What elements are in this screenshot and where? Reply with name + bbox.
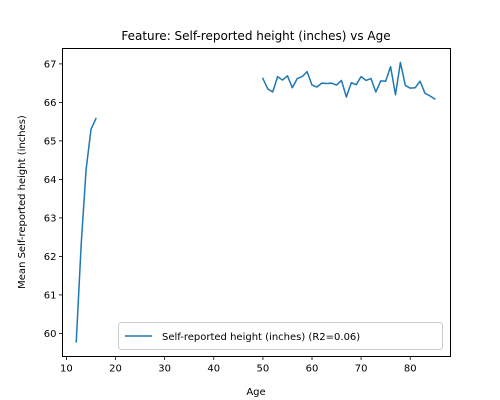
- x-tick-label: 40: [207, 364, 220, 375]
- series-line-segment-1: [75, 117, 97, 343]
- series-line-segment-2: [261, 61, 436, 100]
- x-tick-label: 80: [404, 364, 417, 375]
- x-tick-label: 30: [158, 364, 171, 375]
- legend-entry-label: Self-reported height (inches) (R2=0.06): [162, 332, 360, 343]
- y-tick-label: 62: [44, 252, 57, 263]
- y-tick-label: 64: [44, 175, 57, 186]
- y-tick-label: 61: [44, 290, 57, 301]
- plot-frame: [62, 48, 451, 357]
- chart-title: Feature: Self-reported height (inches) v…: [121, 29, 390, 43]
- legend: Self-reported height (inches) (R2=0.06): [118, 322, 443, 350]
- y-axis-label: Mean Self-reported height (inches): [17, 115, 28, 289]
- x-tick-label: 50: [257, 364, 270, 375]
- y-axis-ticks: 60 61 62 63 64 65 66 67: [44, 59, 63, 340]
- x-tick-label: 20: [109, 364, 122, 375]
- x-tick-label: 60: [306, 364, 319, 375]
- plot-marks: [75, 61, 436, 343]
- y-tick-label: 63: [44, 213, 57, 224]
- x-tick-label: 10: [60, 364, 73, 375]
- y-tick-label: 66: [44, 98, 57, 109]
- y-tick-label: 60: [44, 329, 57, 340]
- legend-box: [118, 322, 443, 350]
- x-axis-ticks: 10 20 30 40 50 60 70 80: [60, 356, 417, 375]
- x-axis-label: Age: [246, 387, 265, 398]
- y-tick-label: 67: [44, 59, 57, 70]
- y-tick-label: 65: [44, 136, 57, 147]
- x-tick-label: 70: [355, 364, 368, 375]
